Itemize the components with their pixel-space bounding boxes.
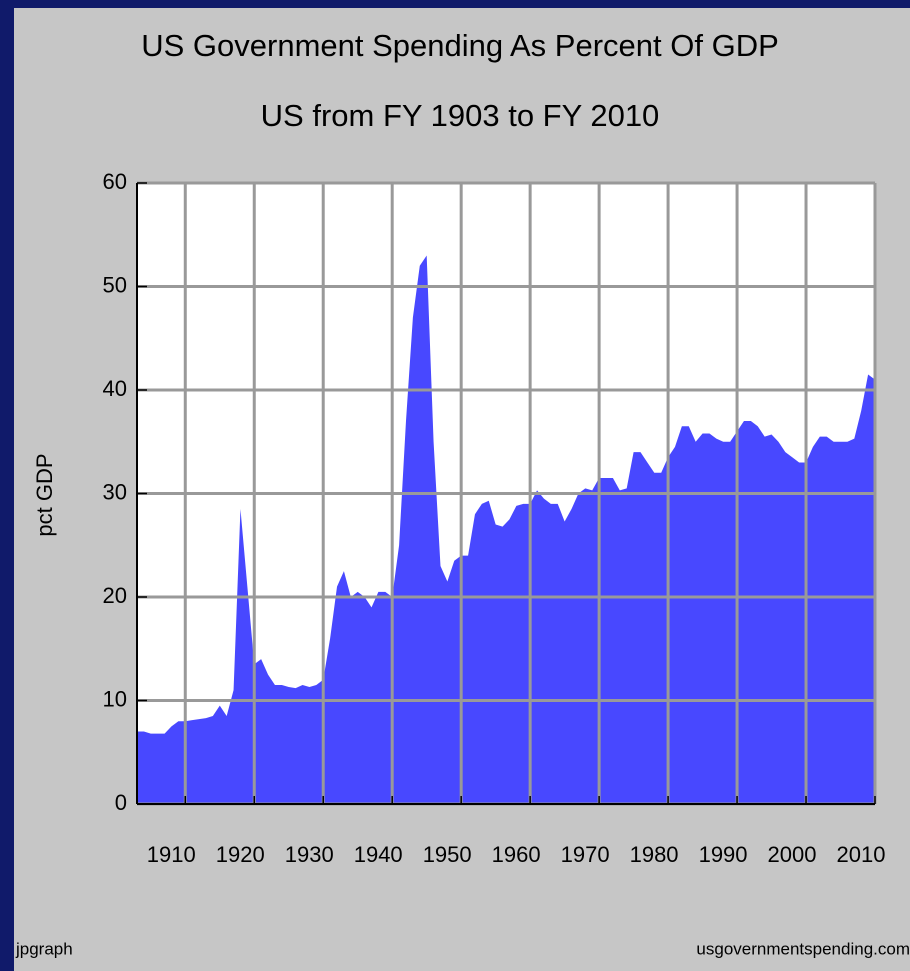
- x-tick-label: 1940: [354, 842, 403, 867]
- x-tick-label: 1920: [216, 842, 265, 867]
- x-tick-label: 1910: [147, 842, 196, 867]
- y-tick-label: 30: [103, 479, 127, 504]
- y-tick-label: 0: [115, 790, 127, 815]
- credit-right: usgovernmentspending.com: [696, 939, 910, 958]
- x-tick-label: 2000: [768, 842, 817, 867]
- area: [137, 255, 875, 804]
- y-tick-label: 10: [103, 686, 127, 711]
- x-tick-label: 1950: [423, 842, 472, 867]
- y-tick-label: 60: [103, 169, 127, 194]
- x-tick-label: 1990: [699, 842, 748, 867]
- chart-frame: US Government Spending As Percent Of GDP…: [14, 8, 910, 971]
- chart-subtitle: US from FY 1903 to FY 2010: [261, 98, 660, 133]
- credit-left: jpgraph: [15, 939, 73, 958]
- x-tick-label: 1970: [561, 842, 610, 867]
- y-tick-label: 40: [103, 376, 127, 401]
- x-tick-label: 2010: [837, 842, 886, 867]
- chart-title: US Government Spending As Percent Of GDP: [141, 28, 779, 63]
- x-tick-label: 1980: [630, 842, 679, 867]
- x-tick-label: 1930: [285, 842, 334, 867]
- chart: US Government Spending As Percent Of GDP…: [15, 28, 910, 958]
- y-tick-label: 50: [103, 272, 127, 297]
- x-tick-label: 1960: [492, 842, 541, 867]
- y-axis-label: pct GDP: [32, 453, 57, 536]
- y-tick-label: 20: [103, 583, 127, 608]
